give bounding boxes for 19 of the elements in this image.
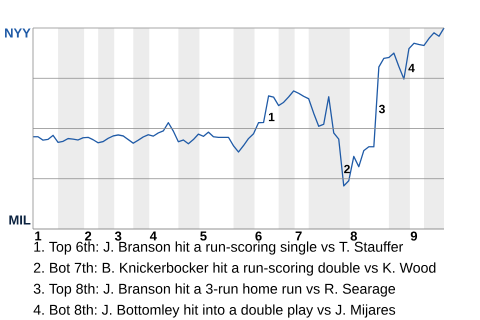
x-tick-label: 2 <box>84 232 92 241</box>
annotation: 2 <box>344 164 350 174</box>
x-tick-label: 5 <box>200 232 207 241</box>
text: 2. Bot 7th: B. Knickerbocker hit a run-scoring double vs K. Wood <box>34 262 436 276</box>
text: MIL <box>9 216 30 224</box>
x-tick-label: 4 <box>150 232 157 240</box>
x-tick-label: 8 <box>350 232 357 241</box>
text: 4. Bot 8th: J. Bottomley hit into a double play vs J. Mijares <box>34 304 396 318</box>
x-tick-label: 6 <box>255 232 262 241</box>
x-tick-label: 9 <box>410 232 418 241</box>
text: 3. Top 8th: J. Branson hit a 3-run home run vs R. Searage <box>34 283 396 297</box>
x-tick-label: 7 <box>296 232 302 240</box>
text: 1. Top 6th: J. Branson hit a run-scoring single vs T. Stauffer <box>34 241 404 255</box>
annotation: 3 <box>378 104 385 114</box>
annotation: 4 <box>408 64 415 72</box>
text: NYY <box>5 28 31 38</box>
x-tick-label: 3 <box>114 232 122 241</box>
x-tick-label: 1 <box>35 232 42 240</box>
annotation: 1 <box>268 112 274 122</box>
